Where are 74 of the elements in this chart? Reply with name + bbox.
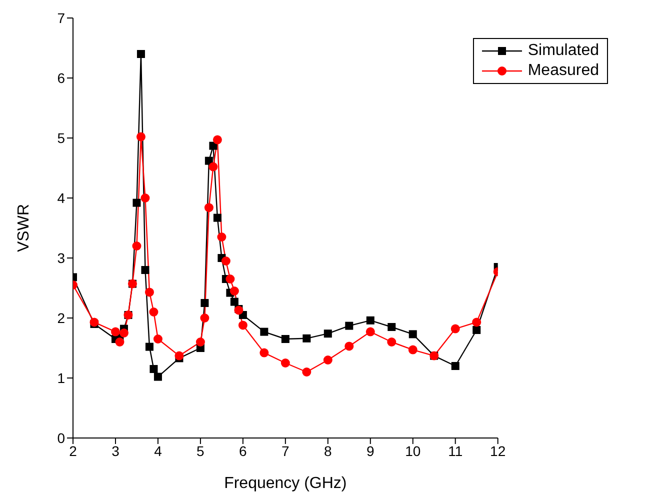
point: [150, 365, 158, 373]
point: [144, 288, 154, 297]
point: [388, 323, 396, 331]
y-tick-label: 1: [57, 370, 66, 386]
point: [174, 351, 184, 360]
point: [226, 274, 235, 284]
legend-label: Measured: [528, 61, 599, 81]
y-tick-label: 2: [57, 310, 66, 326]
y-tick-label: 7: [57, 10, 66, 26]
point: [302, 334, 311, 342]
point: [90, 318, 99, 327]
point: [230, 298, 238, 306]
x-tick-label: 5: [196, 442, 205, 459]
point: [208, 162, 218, 172]
point: [213, 214, 222, 222]
point: [408, 345, 418, 354]
x-tick-label: 12: [490, 442, 506, 459]
x-tick-label: 8: [324, 442, 332, 459]
point: [217, 232, 226, 242]
x-tick-label: 7: [282, 442, 290, 459]
point: [212, 135, 222, 144]
point: [141, 266, 150, 274]
point: [136, 50, 145, 58]
point: [140, 194, 150, 202]
point: [154, 372, 162, 381]
point: [238, 320, 248, 330]
x-tick-label: 6: [239, 442, 248, 459]
point: [387, 338, 396, 346]
point: [451, 362, 460, 370]
point: [344, 342, 354, 351]
point: [200, 314, 210, 322]
y-tick-label: 5: [57, 130, 66, 146]
point: [324, 330, 332, 338]
point: [200, 299, 209, 307]
x-tick-label: 11: [448, 442, 463, 459]
y-axis-title: VSWR: [16, 204, 33, 252]
point: [196, 338, 205, 346]
point: [345, 322, 354, 330]
x-tick-label: 2: [69, 442, 78, 459]
y-tick-label: 3: [57, 250, 66, 266]
x-tick-label: 4: [154, 442, 162, 459]
point: [221, 256, 230, 266]
point: [472, 318, 482, 327]
point: [408, 330, 417, 338]
point: [115, 338, 124, 346]
point: [302, 368, 312, 376]
point: [132, 242, 142, 250]
point: [209, 142, 218, 150]
y-tick-label: 0: [57, 430, 66, 446]
point: [145, 342, 154, 351]
point: [110, 327, 120, 336]
x-tick-label: 9: [366, 442, 374, 459]
point: [136, 132, 146, 142]
legend-label: Simulated: [528, 41, 599, 61]
point: [366, 327, 375, 336]
x-tick-label: 10: [405, 442, 421, 459]
point: [149, 308, 158, 316]
point: [450, 324, 460, 334]
x-axis-title: Frequency (GHz): [224, 475, 347, 492]
point: [323, 356, 332, 364]
point: [260, 348, 269, 358]
y-tick-label: 6: [57, 70, 66, 86]
point: [204, 203, 214, 212]
point: [132, 198, 141, 207]
point: [472, 326, 481, 334]
point: [366, 316, 374, 324]
point: [281, 335, 290, 343]
y-tick-label: 4: [57, 190, 66, 206]
point: [230, 286, 239, 296]
point: [153, 334, 162, 344]
point: [119, 328, 128, 338]
point: [280, 358, 290, 368]
x-tick-label: 3: [112, 442, 120, 459]
point: [260, 328, 268, 336]
